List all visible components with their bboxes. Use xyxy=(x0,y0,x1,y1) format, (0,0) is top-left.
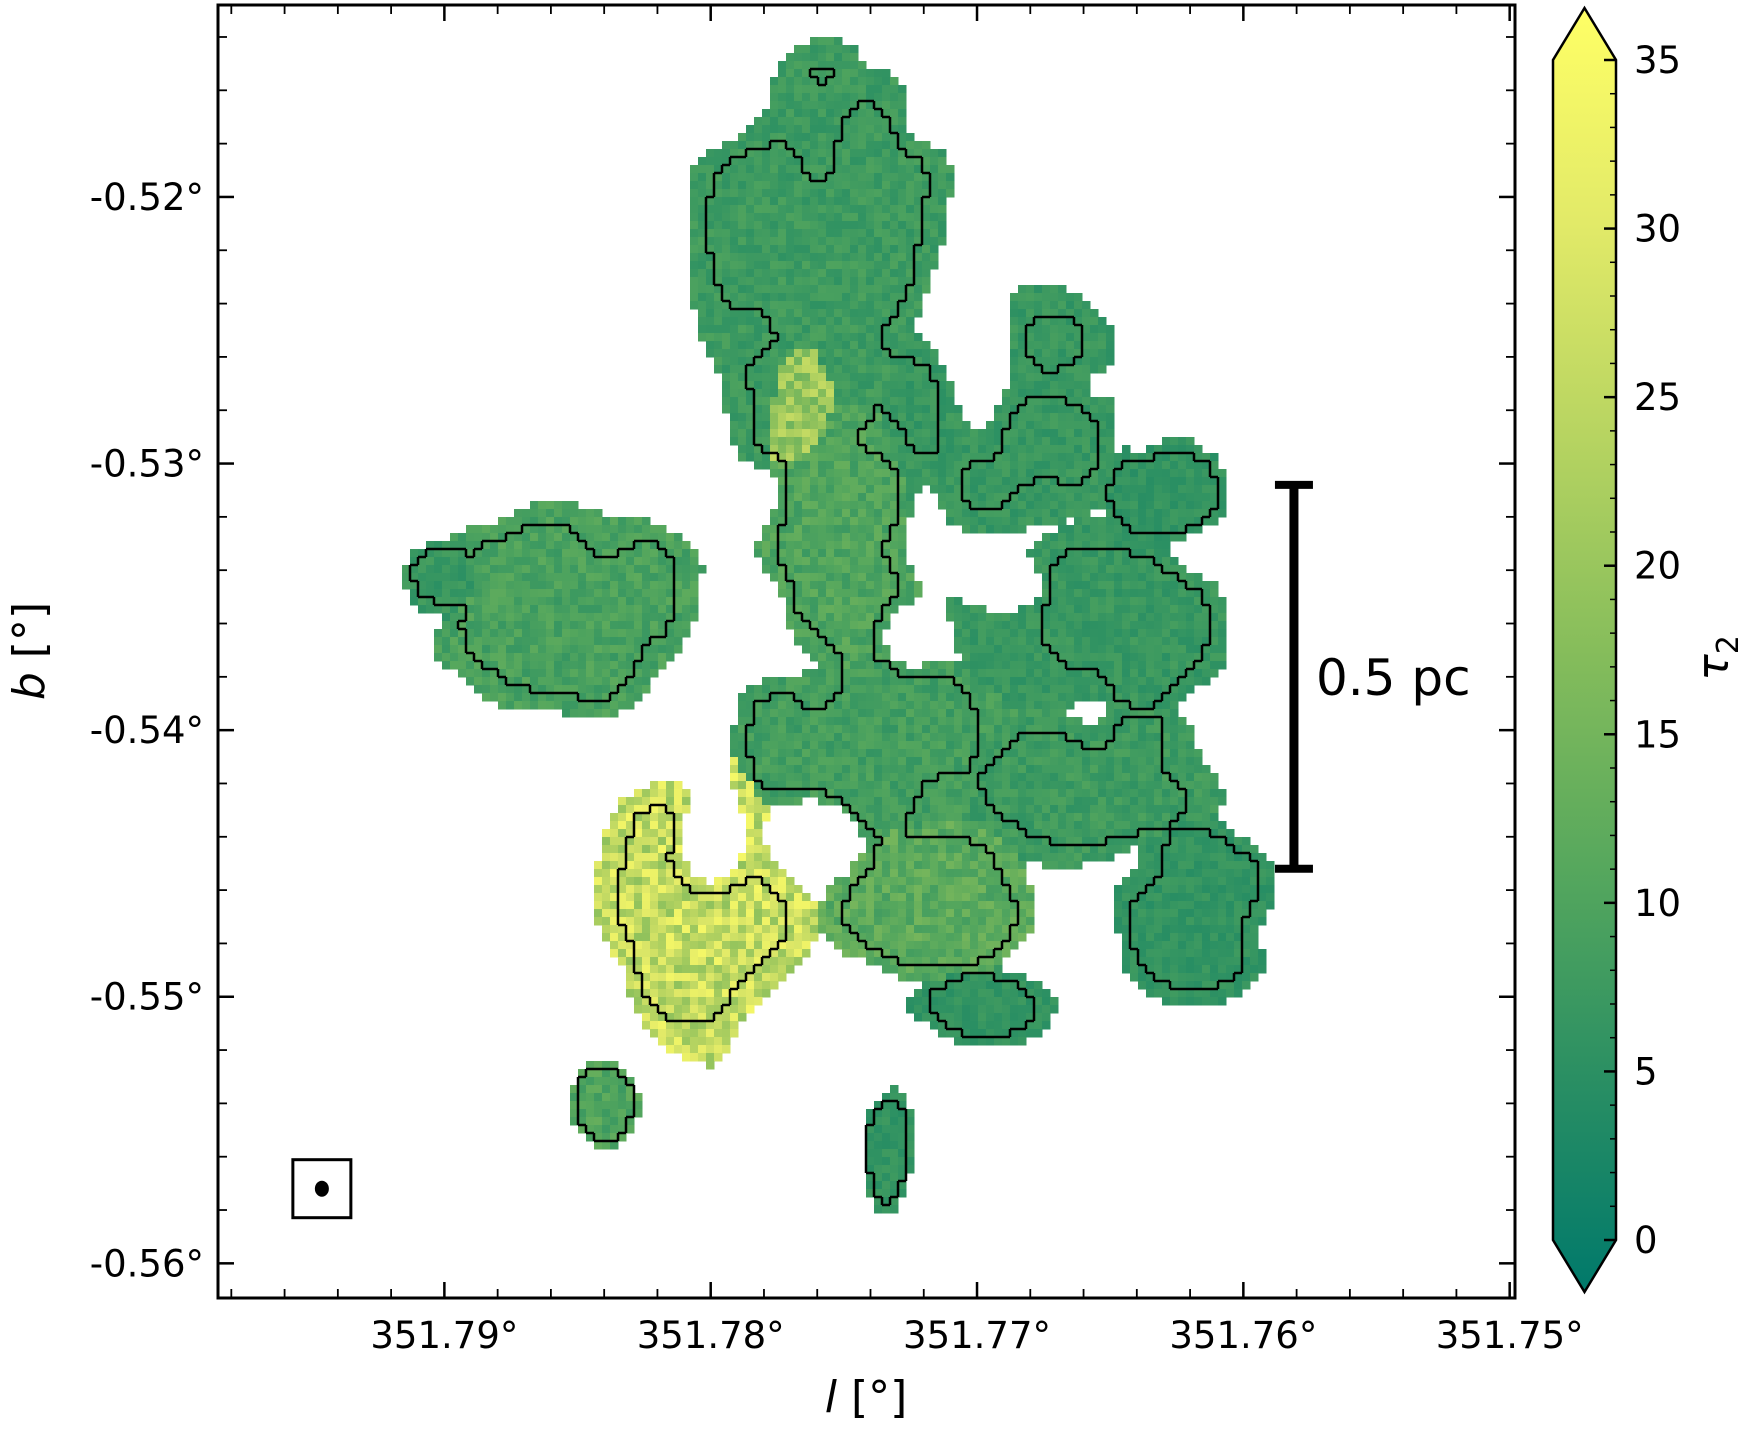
colorbar-label: τ2 xyxy=(1688,635,1745,681)
colorbar-tick-label: 25 xyxy=(1634,376,1681,419)
x-tick-label: 351.77° xyxy=(903,1314,1051,1357)
y-tick-label: -0.56° xyxy=(90,1242,204,1285)
x-tick-label: 351.76° xyxy=(1169,1314,1317,1357)
colorbar-scale xyxy=(1553,8,1616,1292)
y-tick-label: -0.54° xyxy=(90,709,204,752)
colorbar: 0 5 10 15 20 25 30 35 τ2 xyxy=(1553,8,1745,1292)
colorbar-tick-label: 0 xyxy=(1634,1219,1658,1262)
x-axis-label: l [°] xyxy=(825,1372,908,1423)
x-tick-label: 351.75° xyxy=(1436,1314,1584,1357)
x-tick-label: 351.79° xyxy=(370,1314,518,1357)
colorbar-tick-label: 20 xyxy=(1634,545,1681,588)
x-tick-label: 351.78° xyxy=(637,1314,785,1357)
beam-marker xyxy=(293,1160,351,1218)
scale-bar: 0.5 pc xyxy=(1275,485,1471,869)
colorbar-tick-label: 30 xyxy=(1634,208,1681,251)
y-tick-label: -0.52° xyxy=(90,176,204,219)
colorbar-tick-label: 35 xyxy=(1634,39,1681,82)
colorbar-tick-label: 5 xyxy=(1634,1050,1658,1093)
emission-map xyxy=(402,37,1275,1214)
beam-ellipse xyxy=(315,1181,329,1197)
y-tick-label: -0.55° xyxy=(90,976,204,1019)
y-axis-label: b [°] xyxy=(4,602,55,700)
colorbar-tick-label: 10 xyxy=(1634,882,1681,925)
y-tick-label: -0.53° xyxy=(90,443,204,486)
scale-bar-label: 0.5 pc xyxy=(1316,649,1471,707)
colorbar-tick-label: 15 xyxy=(1634,713,1681,756)
